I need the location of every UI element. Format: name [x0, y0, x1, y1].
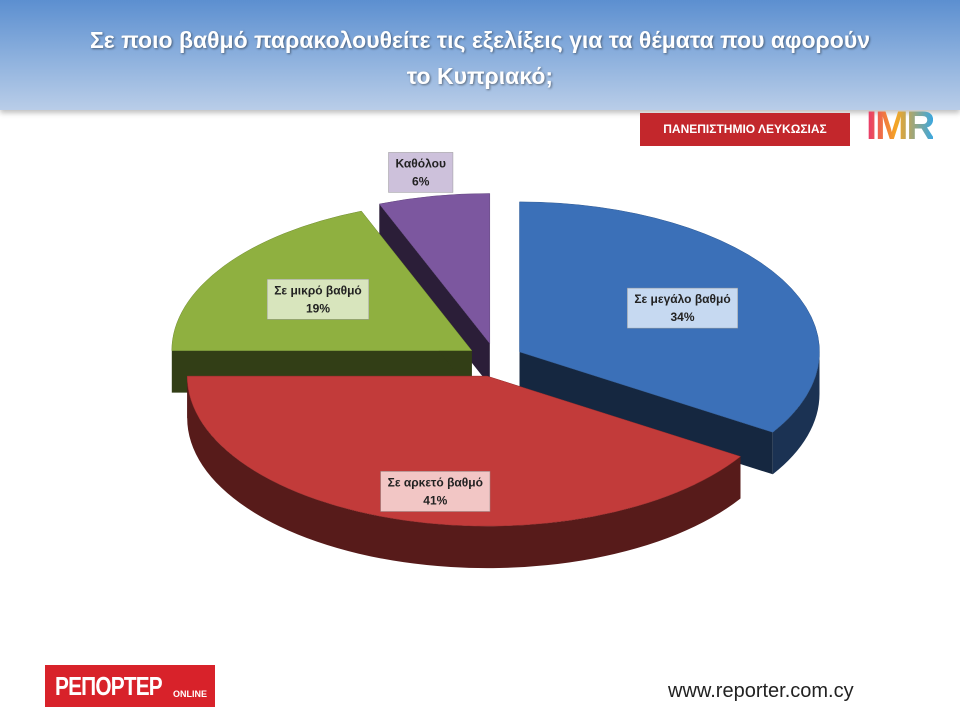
imr-logo: IMR: [866, 104, 935, 148]
reporter-logo-text: ΡΕΠΟΡΤΕΡ: [55, 671, 163, 701]
label-box: [266, 279, 370, 320]
chart-title: Σε ποιο βαθμό παρακολουθείτε τις εξελίξε…: [89, 27, 870, 89]
reporter-logo-sub: ONLINE: [173, 689, 208, 699]
slice-side: [772, 351, 820, 475]
data-label: Καθόλου 6%: [388, 152, 454, 193]
slice-label: Καθόλου: [396, 156, 446, 170]
label-box: [380, 471, 491, 512]
label-box: [388, 152, 454, 193]
slice-side: [187, 376, 741, 569]
slice-wall: [519, 351, 773, 475]
reporter-logo: ΡΕΠΟΡΤΕΡ ONLINE: [45, 665, 215, 707]
slice-value-label: 41%: [423, 493, 447, 507]
data-label: Σε αρκετό βαθμό 41%: [380, 471, 491, 512]
slice-value-label: 34%: [671, 310, 695, 324]
label-box: [627, 287, 738, 329]
slice-value-label: 19%: [306, 301, 330, 315]
pie-slice: [186, 375, 742, 527]
university-logo: ΠΑΝΕΠΙΣΤΗΜΙΟ ΛΕΥΚΩΣΙΑΣ: [640, 113, 850, 146]
source-url: www.reporter.com.cy: [668, 680, 854, 702]
title-banner: [0, 0, 960, 110]
pie-slice: [378, 193, 491, 345]
data-label: Σε μικρό βαθμό 19%: [266, 279, 370, 320]
slice-value-label: 6%: [412, 174, 430, 188]
slice-label: Σε αρκετό βαθμό: [388, 475, 483, 489]
slice-label: Σε μικρό βαθμό: [274, 283, 362, 297]
slice-label: Σε μεγάλο βαθμό: [634, 292, 730, 306]
data-label: Σε μεγάλο βαθμό 34%: [627, 287, 738, 329]
